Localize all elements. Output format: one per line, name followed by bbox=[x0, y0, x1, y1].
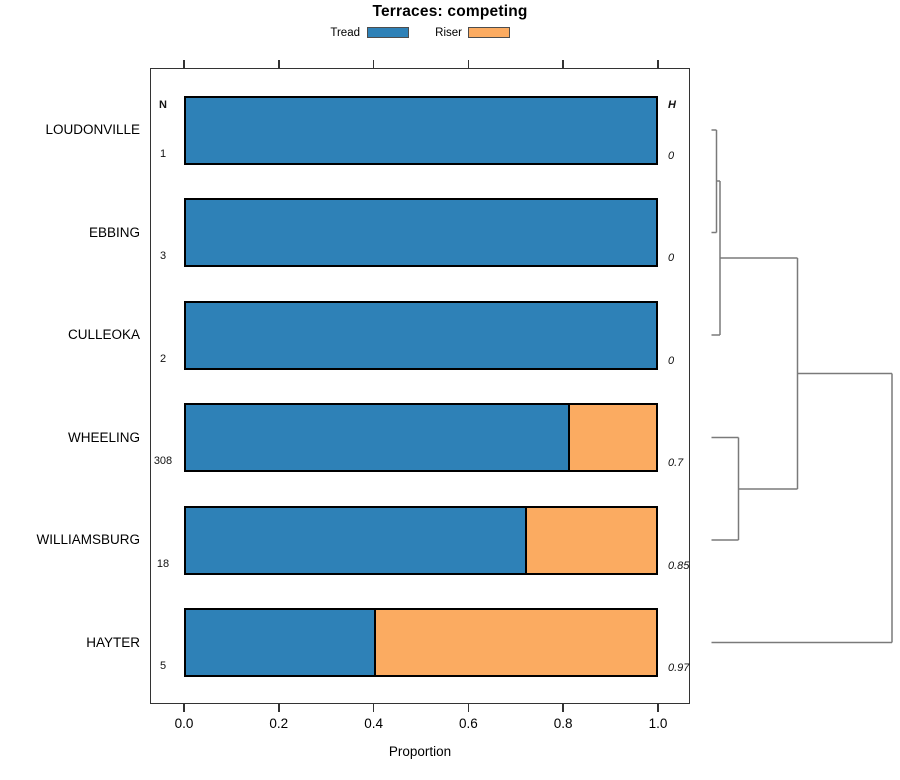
riser-segment bbox=[567, 405, 656, 470]
x-tick-label: 0.4 bbox=[364, 716, 383, 731]
h-column-header: H bbox=[668, 99, 676, 111]
top-axis-tick bbox=[183, 60, 185, 68]
category-label: HAYTER bbox=[86, 634, 140, 650]
stacked-bar bbox=[184, 403, 658, 472]
n-column-header: N bbox=[159, 99, 167, 111]
riser-segment bbox=[373, 610, 656, 675]
x-axis-title: Proportion bbox=[388, 744, 452, 759]
legend-label-riser: Riser bbox=[435, 27, 462, 39]
bottom-axis-tick bbox=[467, 704, 470, 712]
bottom-axis-tick bbox=[183, 704, 185, 712]
stacked-bar bbox=[184, 608, 658, 677]
bottom-axis-tick bbox=[278, 704, 280, 712]
n-value: 5 bbox=[159, 660, 167, 672]
top-axis-tick bbox=[657, 60, 659, 68]
category-label: WHEELING bbox=[67, 429, 140, 445]
stacked-bar bbox=[184, 505, 658, 575]
legend-swatch-tread bbox=[367, 27, 409, 38]
h-value: 0 bbox=[668, 149, 675, 162]
category-label: CULLEOKA bbox=[67, 327, 140, 342]
n-value: 2 bbox=[159, 352, 167, 365]
stacked-bar bbox=[184, 95, 658, 165]
top-axis-tick bbox=[467, 60, 470, 68]
chart-title: Terraces: competing bbox=[372, 3, 528, 20]
h-value: 0.97 bbox=[668, 662, 690, 674]
legend-label-tread: Tread bbox=[330, 27, 360, 39]
n-value: 3 bbox=[159, 250, 167, 262]
h-value: 0 bbox=[668, 354, 675, 367]
x-tick-label: 0.2 bbox=[269, 716, 289, 731]
x-tick-label: 0.0 bbox=[174, 716, 194, 731]
stacked-bar bbox=[184, 198, 658, 267]
bottom-axis-tick bbox=[372, 704, 375, 712]
category-label: EBBING bbox=[88, 224, 140, 240]
h-value: 0.7 bbox=[668, 457, 684, 469]
top-axis-tick bbox=[562, 60, 564, 68]
category-label: LOUDONVILLE bbox=[45, 122, 140, 137]
top-axis-tick bbox=[278, 60, 280, 68]
n-value: 1 bbox=[159, 147, 167, 160]
category-label: WILLIAMSBURG bbox=[36, 532, 140, 547]
x-tick-label: 1.0 bbox=[648, 716, 668, 731]
h-value: 0.85 bbox=[668, 559, 690, 572]
riser-segment bbox=[525, 507, 656, 573]
x-tick-label: 0.6 bbox=[459, 716, 478, 731]
top-axis-tick bbox=[372, 60, 375, 68]
x-tick-label: 0.8 bbox=[553, 716, 573, 731]
stacked-bar bbox=[184, 300, 658, 370]
plot-area bbox=[150, 68, 690, 704]
n-value: 308 bbox=[153, 455, 173, 467]
h-value: 0 bbox=[668, 252, 675, 264]
bottom-axis-tick bbox=[562, 704, 564, 712]
n-value: 18 bbox=[156, 557, 170, 570]
legend-swatch-riser bbox=[468, 27, 510, 38]
bottom-axis-tick bbox=[657, 704, 659, 712]
